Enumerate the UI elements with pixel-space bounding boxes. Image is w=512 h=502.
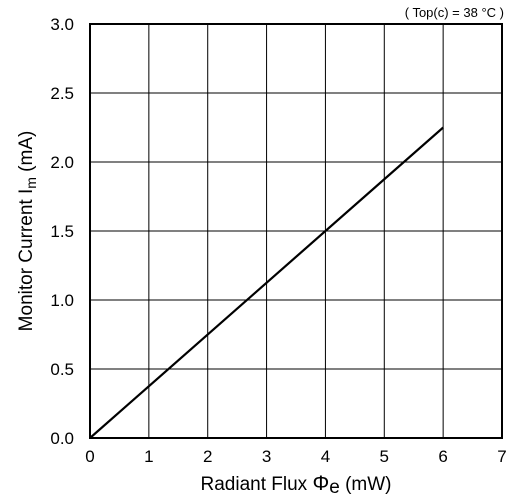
- y-tick-labels: 0.0 0.5 1.0 1.5 2.0 2.5 3.0: [50, 15, 74, 448]
- y-axis-label-suffix: (mA): [16, 131, 37, 177]
- y-tick-label: 0.5: [50, 360, 74, 379]
- temperature-annotation: ( Top(c) = 38 °C ): [405, 5, 504, 20]
- y-axis-label: Monitor Current Im (mA): [16, 131, 39, 332]
- x-axis-label-subscript: e: [329, 477, 340, 498]
- y-tick-label: 1.5: [50, 222, 74, 241]
- y-tick-label: 0.0: [50, 429, 74, 448]
- y-tick-label: 2.0: [50, 153, 74, 172]
- x-axis-label-symbol: Φ: [312, 472, 329, 495]
- x-tick-label: 7: [497, 447, 506, 466]
- plot-frame: [89, 23, 503, 439]
- x-axis-label-prefix: Radiant Flux: [201, 474, 313, 495]
- series-group: [89, 126, 444, 439]
- x-axis-label: Radiant Flux Φe (mW): [201, 472, 392, 498]
- series-line: [89, 126, 444, 439]
- x-tick-label: 2: [203, 447, 212, 466]
- x-tick-label: 3: [262, 447, 271, 466]
- x-axis-label-suffix: (mW): [340, 474, 392, 495]
- y-axis-label-subscript: m: [23, 177, 39, 189]
- y-tick-label: 1.0: [50, 291, 74, 310]
- grid: [89, 23, 503, 439]
- x-tick-label: 4: [321, 447, 330, 466]
- x-tick-labels: 0 1 2 3 4 5 6 7: [85, 447, 506, 466]
- y-tick-label: 3.0: [50, 15, 74, 34]
- x-tick-label: 1: [144, 447, 153, 466]
- y-axis-label-prefix: Monitor Current I: [16, 189, 37, 332]
- x-tick-label: 0: [85, 447, 94, 466]
- x-tick-label: 6: [438, 447, 447, 466]
- x-tick-label: 5: [380, 447, 389, 466]
- y-tick-label: 2.5: [50, 84, 74, 103]
